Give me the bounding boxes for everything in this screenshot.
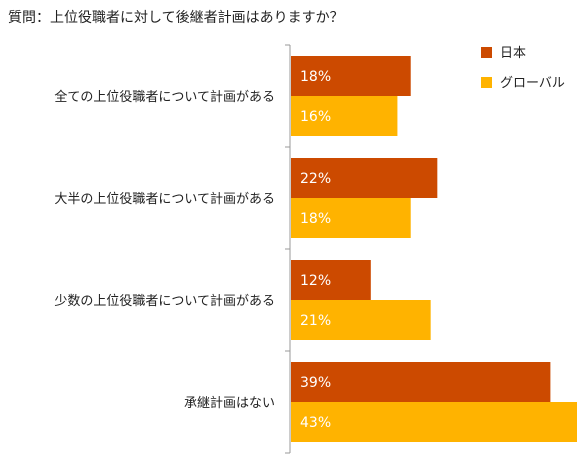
- chart-title: 質問：上位役職者に対して後継者計画はありますか？: [8, 10, 344, 26]
- bar-japan: [291, 260, 371, 300]
- bar-japan: [291, 362, 551, 402]
- axis: [285, 44, 291, 454]
- bar-value-label: 39%: [300, 375, 331, 391]
- legend-label: グローバル: [500, 76, 565, 91]
- bar-japan: [291, 158, 438, 198]
- bar-global: [291, 198, 411, 238]
- bar-value-label: 18%: [300, 211, 331, 227]
- category-label: 大半の上位役職者について計画がある: [54, 191, 275, 207]
- bar-value-label: 43%: [300, 415, 331, 431]
- bar-value-label: 22%: [300, 171, 331, 187]
- category-labels: 全ての上位役職者について計画がある大半の上位役職者について計画がある少数の上位役…: [54, 89, 275, 411]
- legend-swatch: [481, 77, 492, 88]
- bar-global: [291, 96, 398, 136]
- bar-value-label: 18%: [300, 69, 331, 85]
- legend-label: 日本: [500, 46, 526, 61]
- bar-value-label: 16%: [300, 109, 331, 125]
- category-label: 承継計画はない: [184, 395, 275, 411]
- bars: 18% 16% 22% 18% 12% 21% 39% 43%: [291, 56, 577, 442]
- category-label: 全ての上位役職者について計画がある: [54, 89, 275, 105]
- legend-swatch: [481, 47, 492, 58]
- bar-global: [291, 300, 431, 340]
- bar-value-label: 12%: [300, 273, 331, 289]
- bar-global: [291, 402, 577, 442]
- category-label: 少数の上位役職者について計画がある: [54, 293, 275, 309]
- bar-value-label: 21%: [300, 313, 331, 329]
- bar-japan: [291, 56, 411, 96]
